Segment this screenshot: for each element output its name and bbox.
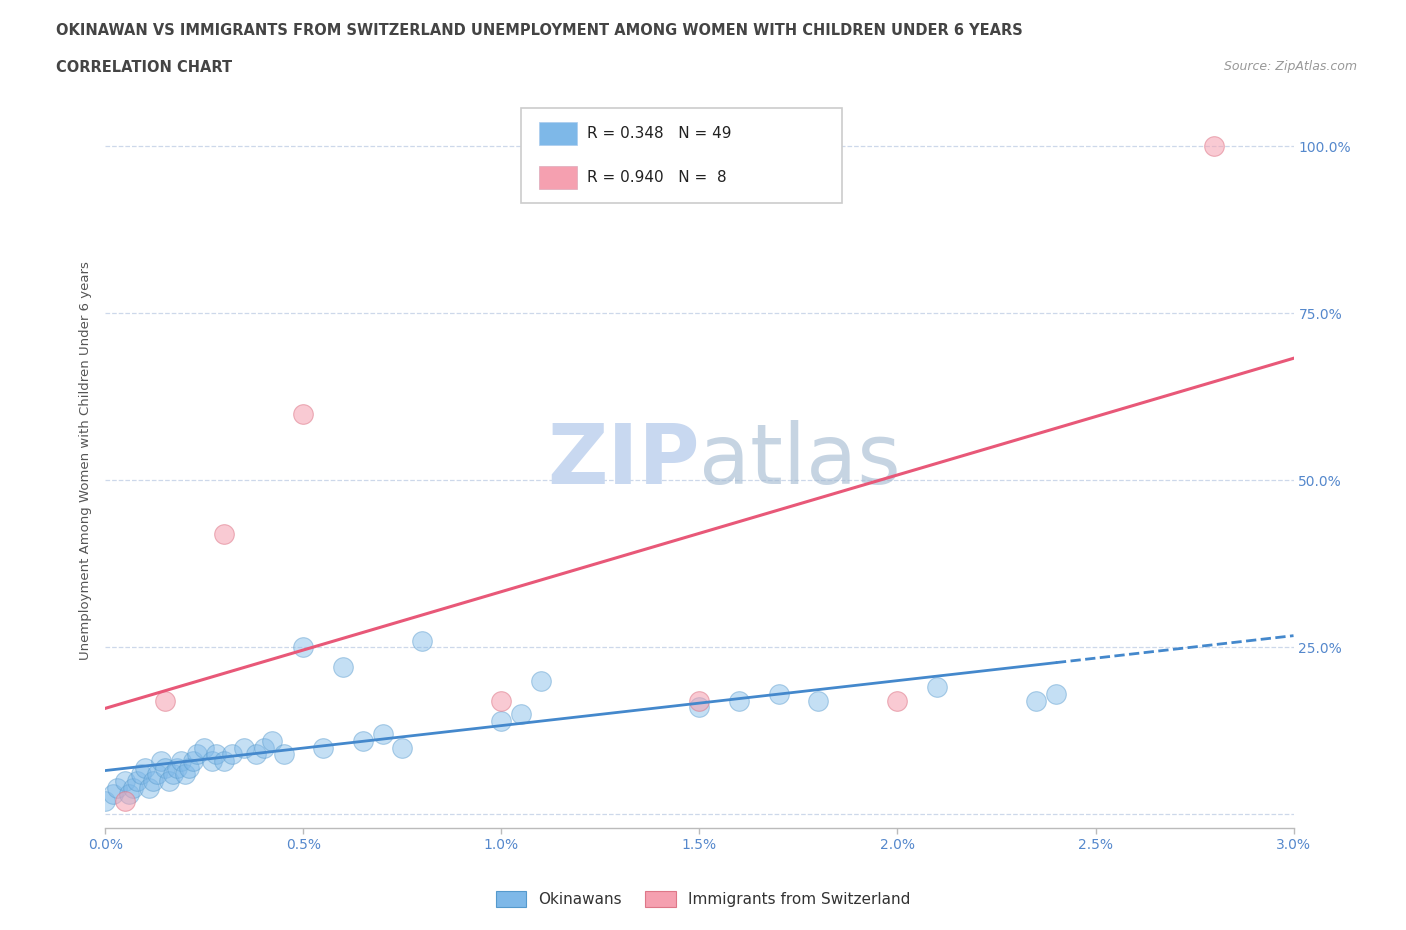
Text: Source: ZipAtlas.com: Source: ZipAtlas.com [1223,60,1357,73]
Point [186,747,208,762]
Y-axis label: Unemployment Among Women with Children Under 6 years: Unemployment Among Women with Children U… [79,261,93,659]
Point [352,734,374,749]
FancyBboxPatch shape [522,108,842,204]
Point [728,694,751,709]
Point [214,753,236,768]
Point [1025,694,1047,709]
Point [689,700,711,715]
Point [510,707,533,722]
Point [162,767,184,782]
Point [193,740,215,755]
Point [332,660,354,675]
Point [689,694,711,709]
Point [134,760,156,775]
Text: R = 0.940   N =  8: R = 0.940 N = 8 [586,170,727,185]
Point [260,734,283,749]
Point [157,774,180,789]
Point [1204,139,1226,153]
Point [138,780,160,795]
Point [312,740,335,755]
Point [122,780,145,795]
Point [886,694,908,709]
Point [114,793,136,808]
Point [114,774,136,789]
Point [530,673,553,688]
Point [292,640,315,655]
Text: ZIP: ZIP [547,419,700,501]
Point [105,780,128,795]
Point [292,406,315,421]
Point [253,740,276,755]
Text: atlas: atlas [700,419,901,501]
Point [149,753,172,768]
Point [142,774,165,789]
Point [205,747,228,762]
Point [94,793,117,808]
Point [201,753,224,768]
Point [927,680,949,695]
Point [173,767,195,782]
Text: OKINAWAN VS IMMIGRANTS FROM SWITZERLAND UNEMPLOYMENT AMONG WOMEN WITH CHILDREN U: OKINAWAN VS IMMIGRANTS FROM SWITZERLAND … [56,23,1024,38]
Text: R = 0.348   N = 49: R = 0.348 N = 49 [586,126,731,141]
Point [233,740,256,755]
Point [166,760,188,775]
FancyBboxPatch shape [538,122,576,145]
Point [391,740,413,755]
Point [411,633,433,648]
Point [118,787,141,802]
Point [153,760,176,775]
Point [127,774,149,789]
Point [170,753,193,768]
Point [103,787,125,802]
Point [273,747,295,762]
Text: CORRELATION CHART: CORRELATION CHART [56,60,232,75]
Point [221,747,243,762]
Point [214,526,236,541]
Point [245,747,267,762]
Point [129,767,152,782]
Point [491,694,513,709]
Point [768,686,790,701]
Point [177,760,200,775]
FancyBboxPatch shape [538,166,576,189]
Point [491,713,513,728]
Point [1045,686,1067,701]
Point [146,767,169,782]
Legend: Okinawans, Immigrants from Switzerland: Okinawans, Immigrants from Switzerland [489,884,917,913]
Point [371,726,394,741]
Point [153,694,176,709]
Point [807,694,830,709]
Point [181,753,204,768]
